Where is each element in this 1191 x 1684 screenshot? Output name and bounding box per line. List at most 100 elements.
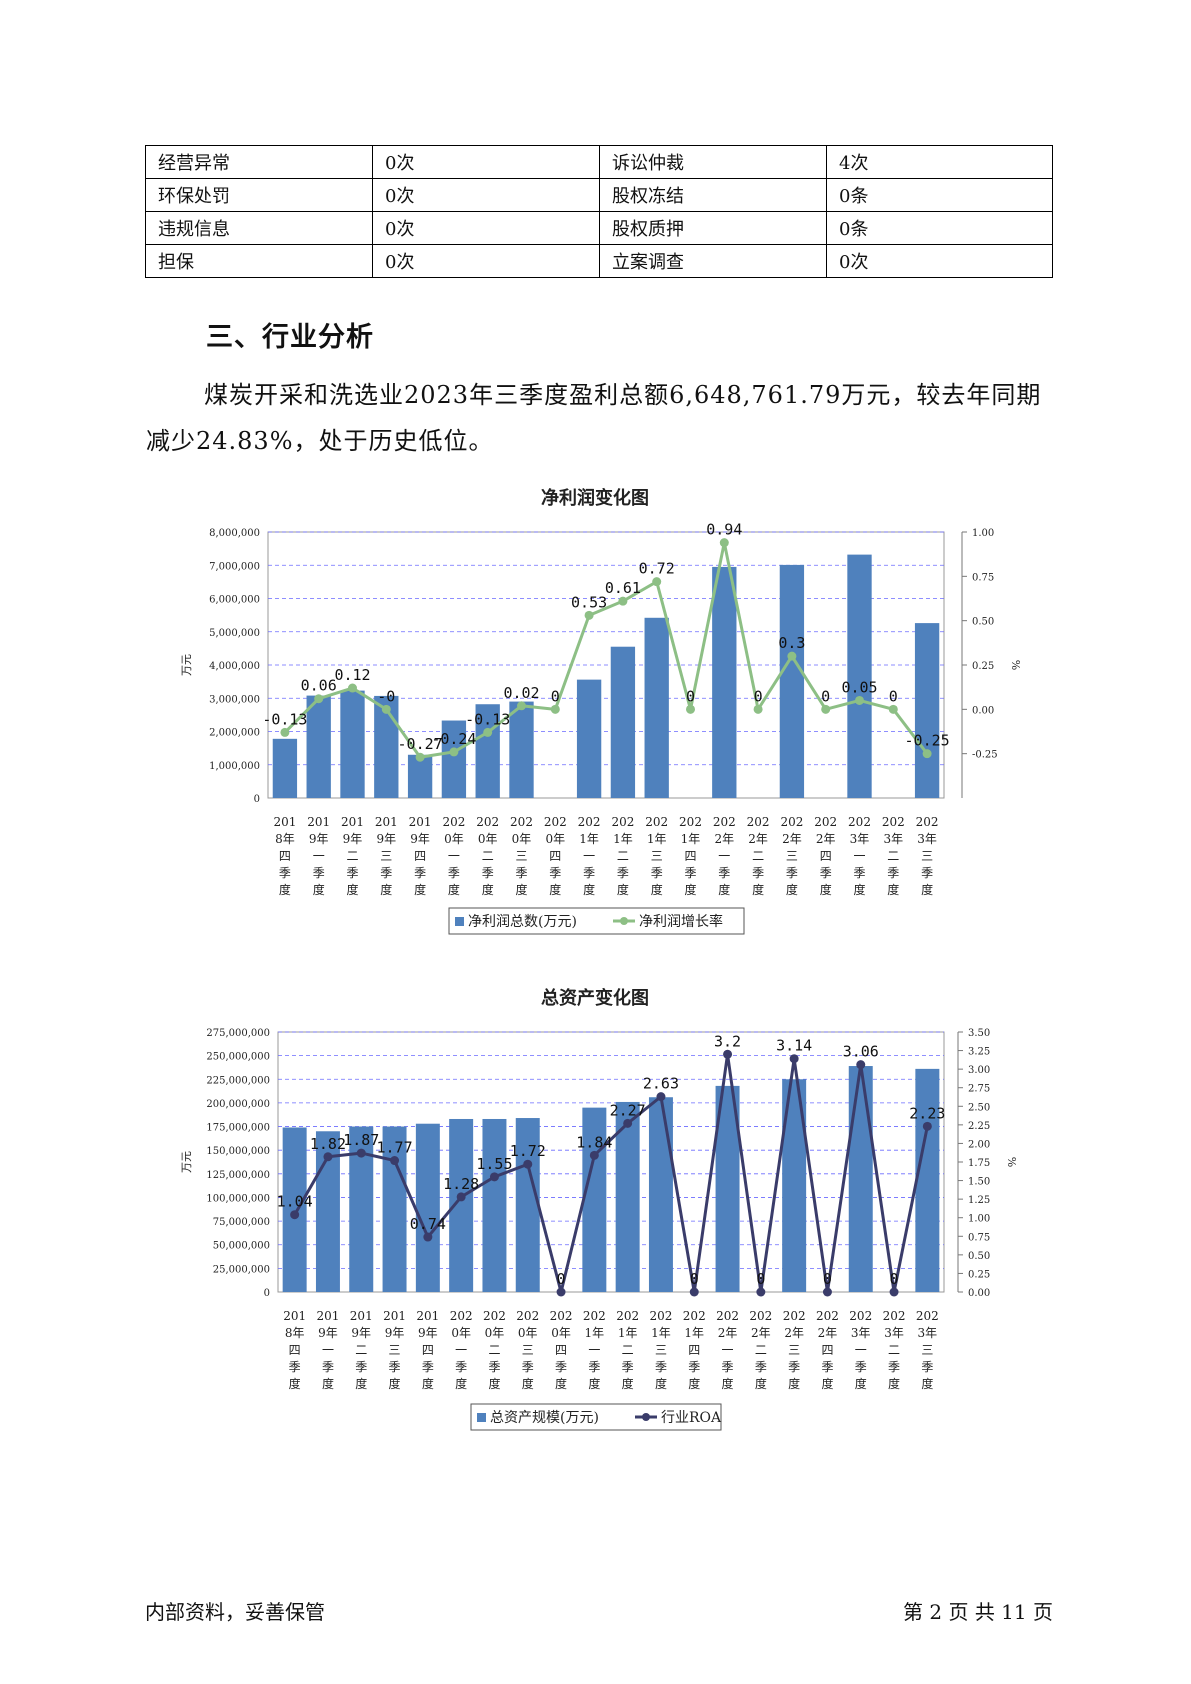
x-tick-label: 一	[322, 1343, 334, 1357]
table-row: 违规信息 0次 股权质押 0条	[145, 211, 1053, 245]
line-point	[550, 704, 560, 714]
x-tick-label: 202	[510, 815, 533, 829]
bar	[848, 1066, 873, 1292]
x-tick-label: 度	[722, 1376, 734, 1391]
x-tick-label: 202	[916, 815, 939, 829]
y2-tick-label: 0.50	[972, 617, 994, 628]
x-tick-label: 201	[307, 815, 330, 829]
x-tick-label: 季	[820, 866, 832, 880]
x-tick-label: 202	[516, 1309, 539, 1323]
x-tick-label: 2年	[748, 832, 768, 846]
data-label: 0.06	[301, 677, 337, 695]
x-tick-label: 度	[414, 882, 426, 897]
y-tick-label: 8,000,000	[209, 528, 260, 539]
x-tick-label: 1年	[618, 1326, 638, 1340]
x-tick-label: 四	[414, 849, 426, 863]
bar	[509, 701, 534, 798]
bar	[779, 564, 805, 798]
x-tick-label: 度	[821, 1376, 833, 1391]
data-label: -0.27	[398, 735, 443, 753]
total-assets-chart: 总资产变化图 0 25,000,000 50,000,000 75,000,000 100…	[180, 987, 1018, 1431]
chart-title: 净利润变化图	[541, 487, 649, 509]
y-tick-label: 7,000,000	[209, 561, 260, 572]
x-tick-label: 二	[622, 1343, 634, 1357]
data-label: 2.23	[909, 1104, 945, 1122]
x-tick-label: 201	[316, 1309, 339, 1323]
line-point	[314, 694, 324, 704]
x-tick-label: 202	[611, 815, 634, 829]
table-cell-label: 违规信息	[145, 211, 373, 245]
x-tick-label: 9年	[318, 1326, 338, 1340]
x-tick-label: 9年	[385, 1326, 405, 1340]
x-tick-label: 四	[555, 1343, 567, 1357]
bar	[475, 704, 500, 798]
y2-tick-label: 2.75	[968, 1084, 990, 1095]
line-point	[390, 1156, 400, 1166]
x-tick-label: 季	[651, 866, 663, 880]
x-tick-label: 202	[883, 1309, 906, 1323]
x-tick-label: 202	[749, 1309, 772, 1323]
legend-line-label: 净利润增长率	[639, 913, 723, 930]
x-tick-label: 度	[355, 1376, 367, 1391]
y-tick-label: 150,000,000	[206, 1146, 270, 1157]
data-label: 0.12	[334, 666, 370, 684]
bar	[306, 695, 331, 798]
x-tick-label: 1年	[647, 832, 667, 846]
x-tick-label: 度	[522, 1376, 534, 1391]
y2-tick-label: -0.25	[972, 750, 998, 761]
x-tick-label: 三	[786, 849, 798, 863]
data-label: 2.27	[610, 1101, 646, 1119]
x-tick-label: 0年	[512, 832, 532, 846]
table-cell-value: 0条	[826, 178, 1053, 212]
x-tick-label: 202	[450, 1309, 473, 1323]
x-tick-label: 202	[616, 1309, 639, 1323]
x-tick-label: 一	[448, 849, 460, 863]
x-tick-label: 季	[313, 866, 325, 880]
table-cell-label: 诉讼仲裁	[599, 145, 827, 179]
series-line	[283, 541, 929, 759]
x-tick-label: 0年	[478, 832, 498, 846]
line-point	[449, 747, 459, 757]
x-tick-label: 季	[289, 1360, 301, 1374]
y2-tick-label: 3.00	[968, 1065, 990, 1076]
y2-tick-label: 2.50	[968, 1102, 990, 1113]
x-tick-label: 季	[588, 1360, 600, 1374]
x-tick-label: 202	[780, 815, 803, 829]
bar	[615, 1101, 640, 1292]
legend-line-label: 行业ROA	[661, 1410, 722, 1426]
table-row: 经营异常 0次 诉讼仲裁 4次	[145, 145, 1053, 179]
plot-frame	[277, 1031, 945, 1293]
line-point	[652, 577, 662, 587]
y2-tick-label: 1.00	[968, 1214, 990, 1225]
x-tick-label: 202	[649, 1309, 672, 1323]
bar	[272, 738, 298, 798]
x-tick-label: 季	[888, 1360, 900, 1374]
x-tick-label: 度	[289, 1376, 301, 1391]
x-tick-label: 9年	[410, 832, 430, 846]
x-tick-label: 1年	[613, 832, 633, 846]
line-point	[423, 1232, 433, 1242]
x-tick-label: 四	[684, 849, 696, 863]
line-point	[280, 727, 290, 737]
x-tick-label: 度	[853, 882, 865, 897]
table-row: 担保 0次 立案调查 0次	[145, 244, 1053, 278]
x-tick-label: 202	[816, 1309, 839, 1323]
table-cell-label: 股权质押	[599, 211, 827, 245]
y2-axis-title: %	[1009, 660, 1022, 670]
data-label: 0	[557, 1270, 566, 1288]
x-tick-label: 9年	[418, 1326, 438, 1340]
x-tick-label: 201	[409, 815, 432, 829]
x-tick-label: 202	[645, 815, 668, 829]
x-tick-label: 季	[887, 866, 899, 880]
x-tick-label: 202	[442, 815, 465, 829]
y2-axis-title: %	[1005, 1157, 1018, 1167]
x-tick-label: 202	[848, 815, 871, 829]
x-tick-label: 一	[588, 1343, 600, 1357]
line-point	[323, 1152, 333, 1162]
x-tick-label: 季	[718, 866, 730, 880]
x-tick-label: 四	[422, 1343, 434, 1357]
y2-tick-label: 1.75	[968, 1158, 990, 1169]
data-label: 0	[821, 687, 830, 705]
y2-tick-label: 0.00	[968, 1288, 990, 1299]
data-label: 0	[823, 1270, 832, 1288]
